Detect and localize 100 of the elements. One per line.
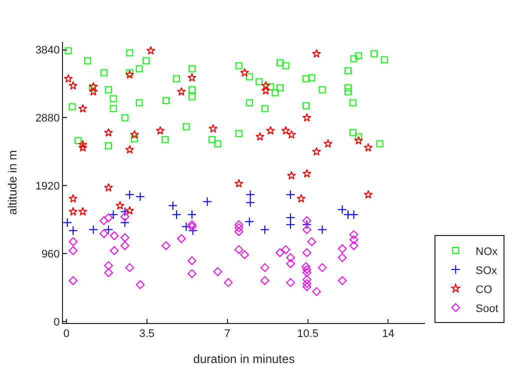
point <box>188 256 196 266</box>
point <box>68 103 76 110</box>
point <box>108 210 118 220</box>
point <box>78 206 88 216</box>
point <box>260 263 270 272</box>
point <box>125 70 134 79</box>
point <box>364 142 373 152</box>
point <box>120 206 130 216</box>
point <box>162 241 170 250</box>
point <box>261 86 270 95</box>
point <box>281 245 290 254</box>
point <box>261 105 268 112</box>
point <box>312 147 321 156</box>
point <box>68 246 78 255</box>
point <box>64 47 72 54</box>
point <box>126 69 134 76</box>
legend-label: Soot <box>476 302 498 315</box>
point <box>338 244 347 254</box>
point <box>302 102 310 110</box>
point <box>124 190 134 200</box>
y-tick-label: 2880 <box>35 112 60 125</box>
point <box>136 99 143 106</box>
point <box>116 200 124 210</box>
point <box>176 86 186 96</box>
point <box>302 275 312 284</box>
point <box>350 55 358 62</box>
y-axis-title: altitude in m <box>6 150 20 215</box>
point <box>110 231 119 240</box>
point <box>188 269 196 278</box>
point <box>286 170 296 180</box>
point <box>380 56 388 64</box>
point <box>286 130 296 139</box>
point <box>276 84 284 92</box>
point <box>349 129 356 136</box>
point <box>136 280 145 290</box>
point <box>110 95 117 102</box>
point <box>307 237 316 246</box>
point <box>246 99 253 106</box>
point <box>100 69 108 76</box>
point <box>104 224 114 234</box>
point <box>214 140 222 148</box>
point <box>120 241 130 250</box>
point <box>302 225 312 234</box>
point <box>125 263 134 272</box>
point <box>68 237 78 246</box>
point <box>302 268 312 277</box>
point <box>308 74 316 82</box>
point <box>246 198 256 208</box>
point <box>126 49 134 56</box>
point <box>302 248 312 258</box>
point <box>261 81 270 90</box>
point <box>68 276 78 285</box>
point <box>120 212 130 222</box>
point <box>235 62 242 70</box>
point <box>136 65 143 72</box>
x-tick-label: 0 <box>63 328 70 340</box>
point <box>286 212 296 222</box>
point <box>78 140 88 149</box>
point <box>370 50 378 58</box>
x-axis-title: duration in minutes <box>193 352 295 366</box>
point <box>156 126 165 135</box>
point <box>338 253 347 262</box>
point <box>286 278 295 287</box>
point <box>318 263 327 272</box>
point <box>302 75 310 82</box>
point <box>376 140 384 148</box>
point <box>260 276 270 285</box>
point <box>100 216 108 226</box>
point <box>286 220 296 230</box>
point <box>312 49 321 58</box>
point <box>64 74 73 83</box>
x-tick-label: 14 <box>382 328 394 340</box>
point <box>349 235 358 244</box>
point <box>162 97 170 104</box>
point <box>110 246 119 255</box>
point <box>246 73 253 80</box>
point <box>338 276 347 285</box>
point <box>302 282 312 292</box>
point <box>282 62 290 70</box>
point <box>188 65 196 72</box>
point <box>146 46 156 55</box>
point <box>162 136 169 144</box>
point <box>120 218 130 228</box>
point <box>286 253 295 262</box>
point <box>142 57 150 64</box>
point <box>68 206 78 216</box>
point <box>182 123 190 130</box>
point <box>74 137 82 144</box>
point <box>349 230 358 240</box>
point <box>281 126 290 135</box>
point <box>318 86 326 94</box>
x-tick-label: 7 <box>224 328 230 340</box>
point <box>188 222 196 232</box>
point <box>302 279 312 288</box>
point <box>349 210 358 220</box>
point <box>235 130 242 138</box>
point <box>88 224 98 234</box>
point <box>272 89 279 96</box>
point <box>104 261 113 270</box>
point <box>276 248 284 258</box>
